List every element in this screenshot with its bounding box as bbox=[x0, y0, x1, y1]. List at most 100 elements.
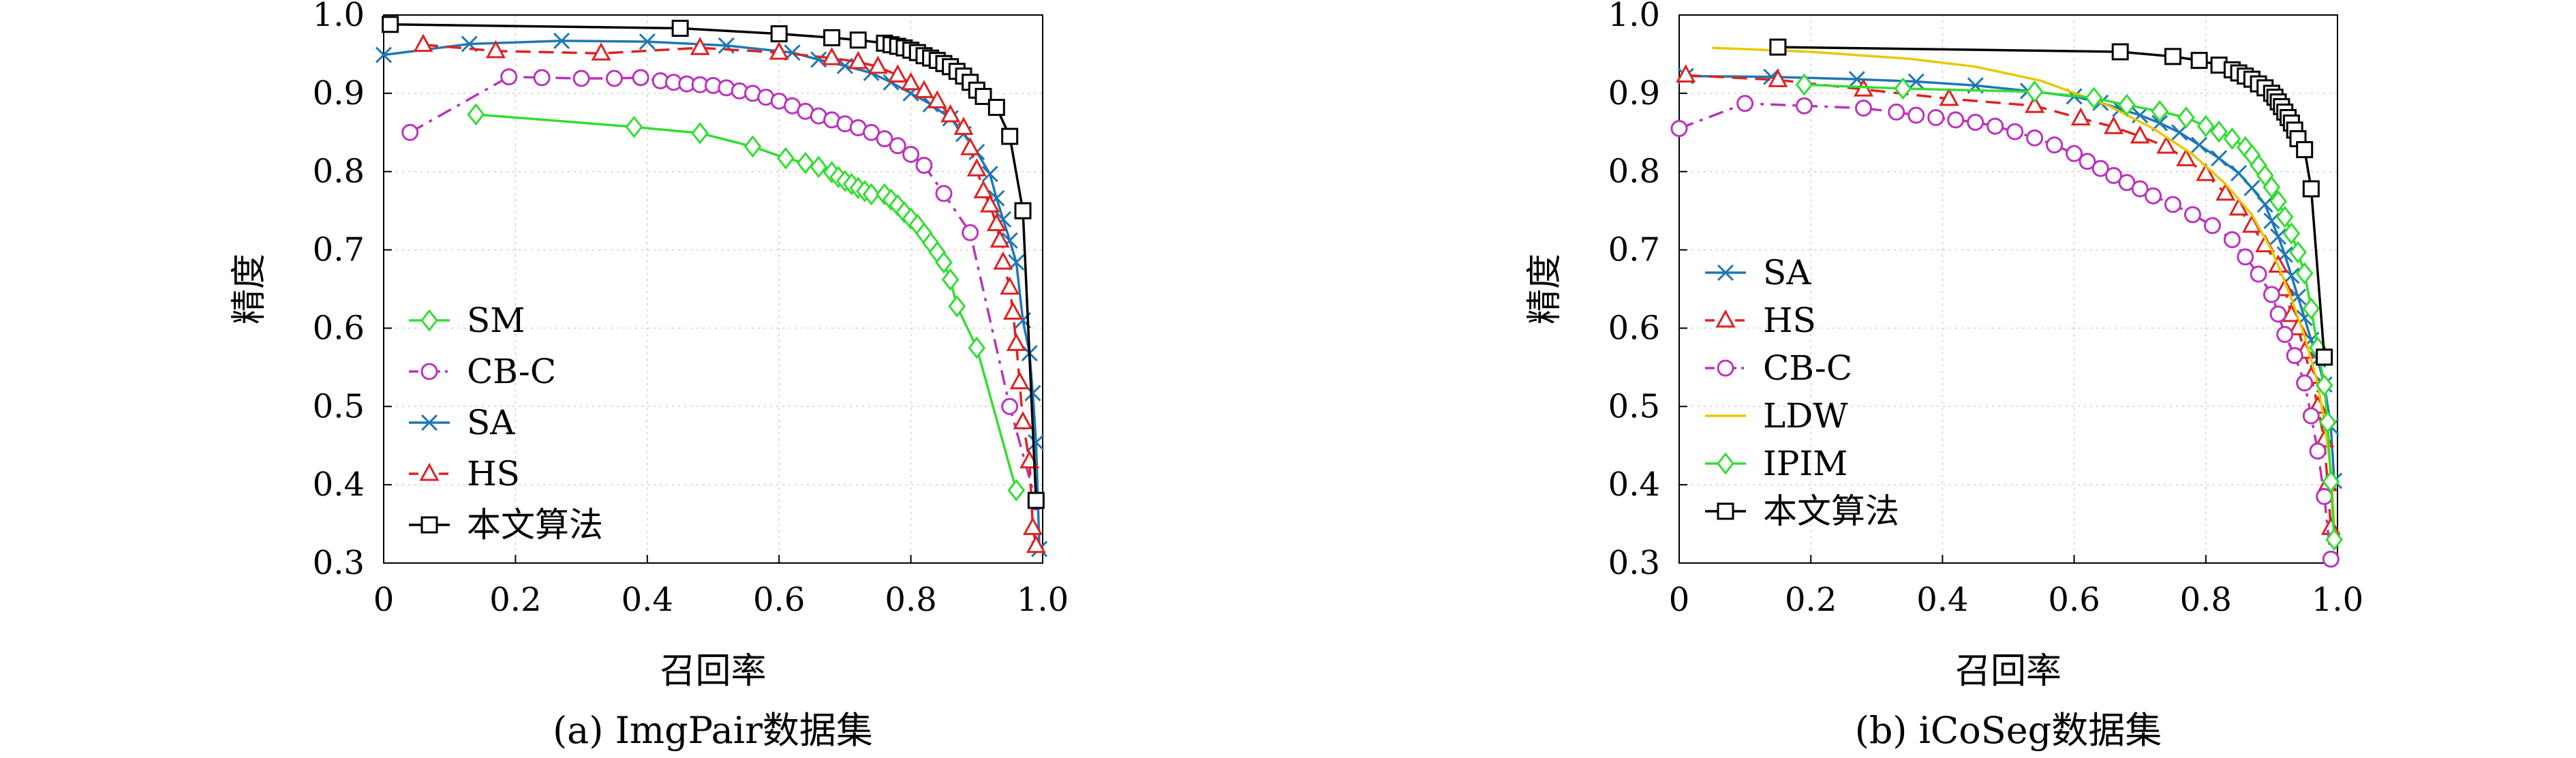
series-CB-C bbox=[1670, 95, 2340, 568]
data-point bbox=[973, 180, 994, 198]
chart-imgpair: 0 0.2 0.4 0.6 0.8 1.0 0.3 0.4 0.5 0.6 0.7 0.8 0.9 1.0… bbox=[229, 0, 1069, 752]
data-point bbox=[632, 69, 649, 87]
data-point bbox=[935, 251, 953, 274]
data-point bbox=[2223, 127, 2241, 150]
legend-label: SA bbox=[1763, 253, 1811, 292]
y-tick-label: 0.6 bbox=[1608, 309, 1660, 347]
data-point bbox=[1769, 38, 1787, 56]
data-point bbox=[1854, 100, 1872, 117]
x-tick-label: 0.8 bbox=[2180, 581, 2232, 619]
y-tick-label: 0.4 bbox=[1608, 466, 1660, 504]
data-point bbox=[2085, 87, 2103, 110]
legend-label: IPIM bbox=[1763, 444, 1847, 483]
data-point bbox=[927, 90, 947, 108]
legend-label: HS bbox=[1763, 301, 1816, 340]
data-point bbox=[2316, 487, 2333, 505]
data-point bbox=[591, 42, 611, 61]
y-tick-label: 0.3 bbox=[313, 544, 365, 582]
data-point bbox=[2117, 93, 2136, 117]
x-tick-label: 0.2 bbox=[1785, 581, 1837, 619]
x-axis-label: 召回率 bbox=[1955, 651, 2061, 692]
chart-caption: (b) iCoSeg数据集 bbox=[1855, 709, 2162, 752]
y-tick-label: 0.6 bbox=[313, 309, 365, 347]
data-point bbox=[2309, 442, 2327, 460]
data-point bbox=[2191, 136, 2208, 153]
data-point bbox=[500, 68, 518, 86]
data-point bbox=[2046, 136, 2064, 154]
data-point bbox=[1014, 202, 1032, 219]
data-point bbox=[2228, 197, 2249, 216]
data-point bbox=[902, 145, 920, 163]
data-point bbox=[2066, 145, 2083, 162]
data-point bbox=[2263, 213, 2280, 230]
data-point bbox=[2237, 248, 2254, 266]
data-point bbox=[1001, 397, 1019, 415]
y-tick-label: 0.4 bbox=[313, 466, 365, 504]
data-point bbox=[743, 135, 762, 158]
data-point bbox=[810, 155, 828, 179]
data-point bbox=[2316, 348, 2333, 366]
legend-label: 本文算法 bbox=[1763, 491, 1899, 531]
legend-marker bbox=[420, 309, 438, 332]
x-tick-label: 0.6 bbox=[753, 581, 805, 619]
data-point bbox=[1027, 491, 1045, 509]
data-point bbox=[2145, 187, 2162, 204]
data-point bbox=[1907, 106, 1925, 124]
data-point bbox=[690, 37, 710, 55]
data-point bbox=[1987, 117, 2004, 135]
data-point bbox=[605, 70, 623, 87]
legend-label: HS bbox=[467, 454, 520, 494]
data-point bbox=[993, 251, 1013, 270]
data-point bbox=[401, 123, 419, 141]
data-point bbox=[1768, 69, 1788, 87]
data-point bbox=[2211, 150, 2228, 167]
x-tick-label: 1.0 bbox=[2312, 581, 2363, 619]
data-point bbox=[2315, 374, 2333, 397]
data-point bbox=[2275, 205, 2294, 228]
data-point bbox=[2250, 265, 2267, 283]
data-point bbox=[2318, 410, 2337, 434]
data-point bbox=[770, 25, 788, 43]
data-point bbox=[2322, 470, 2340, 493]
plot-frame bbox=[383, 14, 1043, 564]
data-point bbox=[990, 229, 1010, 248]
y-tick-label: 0.9 bbox=[1608, 74, 1660, 112]
legend: SA HS CB-C LDW IPIM 本文算法 bbox=[1705, 253, 1899, 531]
data-point bbox=[1907, 73, 1925, 90]
data-point bbox=[1002, 301, 1024, 320]
data-point bbox=[2203, 217, 2221, 234]
data-point bbox=[2295, 262, 2314, 285]
data-point bbox=[2196, 115, 2215, 138]
legend-label: 本文算法 bbox=[467, 505, 603, 545]
data-point bbox=[1022, 517, 1043, 535]
data-point bbox=[1939, 87, 1959, 106]
data-point bbox=[2164, 48, 2181, 65]
data-point bbox=[572, 70, 590, 87]
series-IPIM bbox=[1795, 73, 2344, 551]
legend-label: SM bbox=[467, 301, 525, 340]
data-point bbox=[2104, 116, 2124, 134]
data-point bbox=[1007, 479, 1026, 502]
data-point bbox=[2130, 125, 2150, 144]
data-point bbox=[1013, 411, 1033, 429]
data-point bbox=[553, 32, 570, 49]
x-axis-label: 召回率 bbox=[660, 651, 766, 692]
legend-marker bbox=[1717, 452, 1734, 475]
legend-label: LDW bbox=[1763, 396, 1848, 436]
data-point bbox=[2176, 148, 2196, 166]
x-tick-label: 0.4 bbox=[622, 581, 673, 619]
legend-label: CB-C bbox=[1763, 348, 1852, 388]
legend-marker bbox=[419, 462, 440, 481]
x-tick-label: 0.2 bbox=[489, 581, 541, 619]
series-line bbox=[476, 113, 1017, 491]
data-point bbox=[1927, 108, 1945, 126]
data-point bbox=[2091, 160, 2109, 177]
y-tick-label: 1.0 bbox=[313, 0, 365, 34]
data-point bbox=[2269, 305, 2287, 323]
data-point bbox=[1006, 333, 1026, 351]
y-tick-label: 0.5 bbox=[313, 387, 365, 425]
data-point bbox=[822, 47, 842, 65]
data-point bbox=[2196, 163, 2216, 181]
data-point bbox=[671, 20, 689, 37]
data-point bbox=[382, 16, 399, 33]
